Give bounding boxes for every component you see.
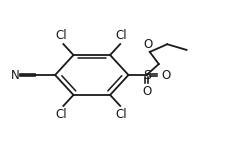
Text: Cl: Cl bbox=[115, 108, 127, 121]
Text: O: O bbox=[142, 85, 151, 98]
Text: O: O bbox=[144, 38, 153, 51]
Text: Cl: Cl bbox=[115, 29, 127, 42]
Text: Cl: Cl bbox=[56, 29, 67, 42]
Text: O: O bbox=[161, 69, 170, 81]
Text: N: N bbox=[11, 69, 19, 81]
Text: Cl: Cl bbox=[56, 108, 67, 121]
Text: S: S bbox=[143, 69, 151, 81]
